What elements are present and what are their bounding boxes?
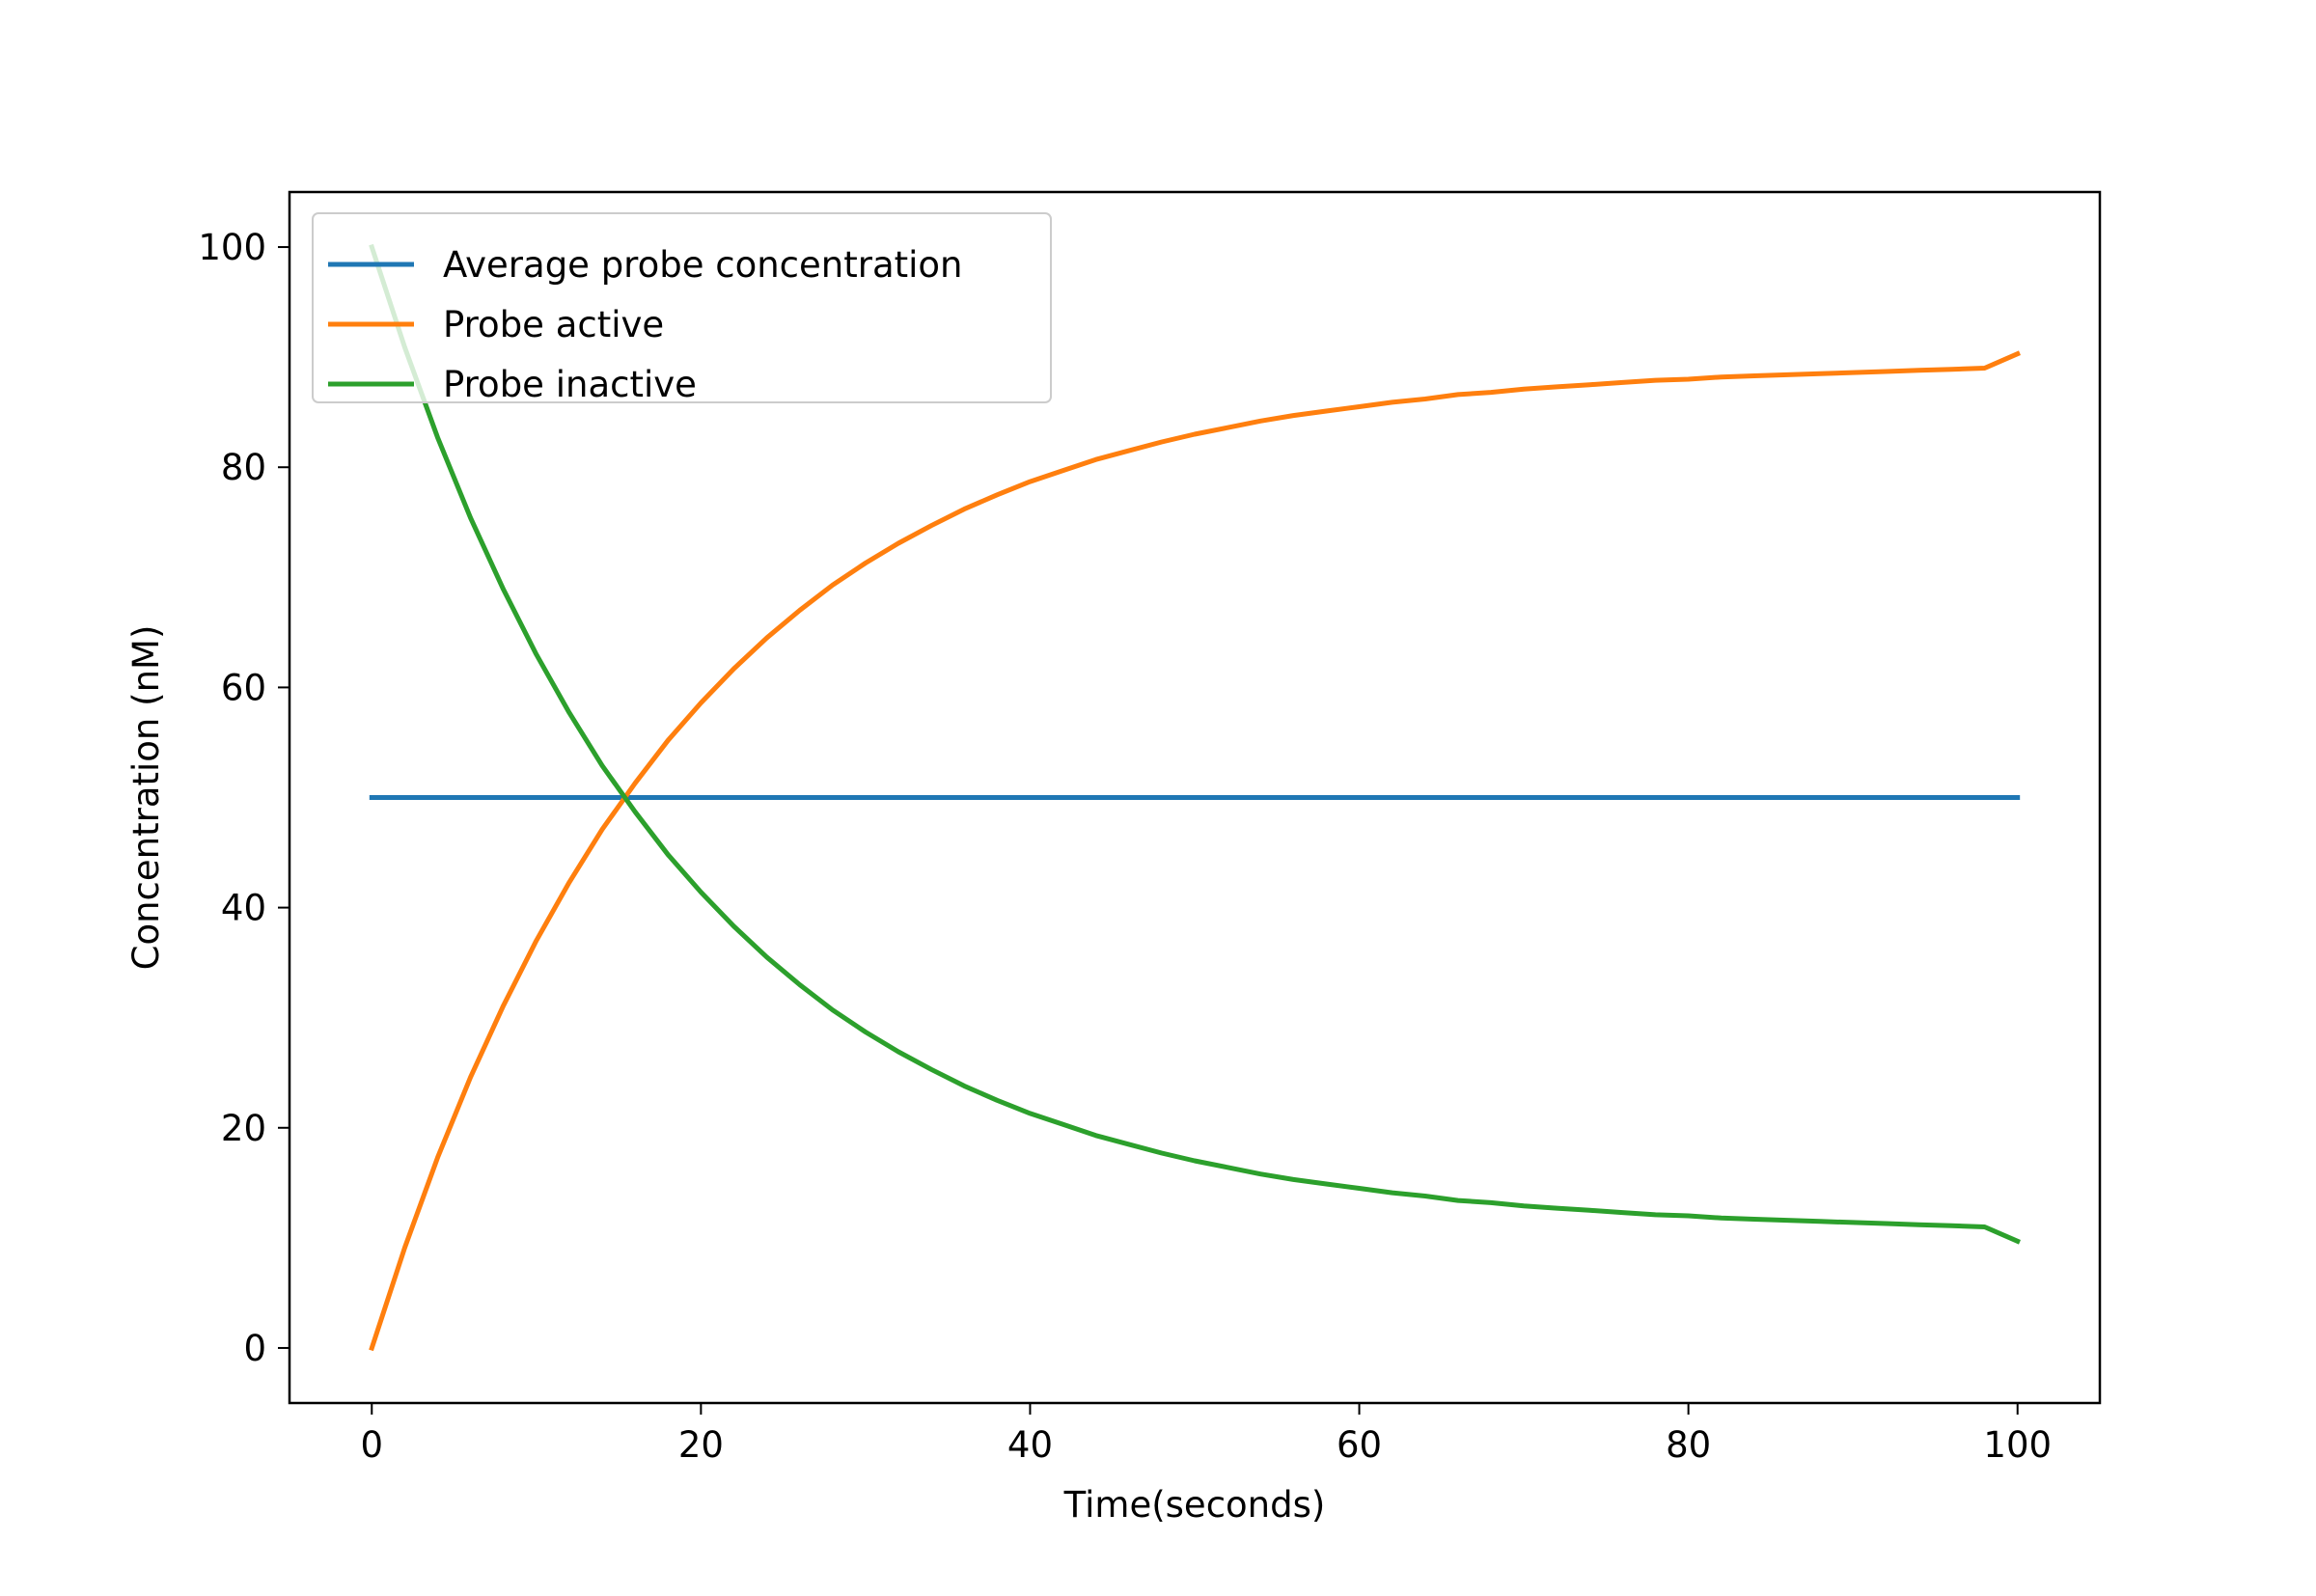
x-tick-label: 80	[1666, 1424, 1711, 1466]
x-tick-label: 100	[1983, 1424, 2052, 1466]
y-axis: 0 20 40 60 80 100	[198, 227, 290, 1369]
x-tick-label: 0	[360, 1424, 383, 1466]
y-tick-label: 40	[221, 888, 266, 929]
legend-label-1: Average probe concentration	[443, 244, 963, 286]
y-tick-label: 20	[221, 1108, 266, 1149]
y-tick-label: 0	[243, 1328, 266, 1369]
x-tick-label: 40	[1007, 1424, 1053, 1466]
y-tick-label: 60	[221, 667, 266, 708]
series-layer	[369, 243, 2021, 1352]
legend-label-3: Probe inactive	[443, 364, 697, 405]
legend-box	[312, 212, 1052, 403]
series-line-3	[369, 243, 2021, 1245]
plot-area-frame	[288, 190, 2102, 1405]
series-line-2	[369, 350, 2021, 1352]
y-axis-label: Concentration (nM)	[125, 625, 167, 971]
x-axis-label: Time(seconds)	[1063, 1484, 1326, 1526]
x-axis: 0 20 40 60 80 100	[360, 1403, 2052, 1466]
legend-label-2: Probe active	[443, 304, 664, 345]
x-tick-label: 60	[1337, 1424, 1382, 1466]
x-tick-label: 20	[678, 1424, 724, 1466]
legend: Average probe concentration Probe active P…	[312, 212, 1052, 405]
y-tick-label: 100	[198, 227, 266, 268]
y-tick-label: 80	[221, 447, 266, 488]
